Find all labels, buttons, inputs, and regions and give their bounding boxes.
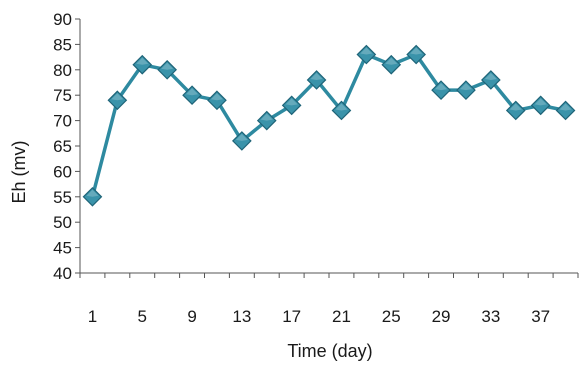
y-axis-label: Eh (mv)	[9, 141, 29, 204]
y-tick-label: 85	[53, 35, 72, 54]
x-tick-label: 29	[432, 307, 451, 326]
y-tick-label: 45	[53, 239, 72, 258]
data-point-marker-highlight	[410, 47, 423, 55]
x-axis-ticks: 1 5 9 13 17 21 25 29 33 37	[79, 273, 579, 326]
y-tick-label: 90	[53, 10, 72, 29]
data-point-marker	[132, 54, 153, 75]
y-tick-label: 80	[53, 61, 72, 80]
data-point-marker-highlight	[86, 189, 99, 197]
data-point-marker	[306, 70, 327, 90]
data-point-marker	[456, 80, 476, 100]
data-point-marker-highlight	[335, 103, 348, 111]
data-point-marker-highlight	[161, 62, 174, 70]
data-point-marker-highlight	[385, 57, 398, 65]
data-point-marker	[505, 100, 526, 121]
data-point-marker-highlight	[435, 83, 448, 91]
x-tick-label: 21	[332, 307, 351, 326]
data-point-marker	[381, 54, 402, 75]
x-tick-label: 1	[88, 307, 97, 326]
data-point-marker	[182, 85, 202, 106]
x-tick-label: 17	[282, 307, 301, 326]
y-axis-ticks: 40 45 50 55 60 65 70 75 80 85 90	[53, 10, 80, 283]
data-point-marker	[356, 44, 377, 65]
data-point-marker	[555, 100, 576, 121]
x-tick-label: 33	[481, 307, 500, 326]
x-tick-label: 9	[187, 307, 196, 326]
data-point-marker	[281, 95, 302, 116]
y-tick-label: 50	[53, 213, 72, 232]
data-point-marker-highlight	[285, 98, 298, 106]
y-tick-label: 40	[53, 264, 72, 283]
data-point-marker-highlight	[111, 93, 124, 101]
data-point-marker-highlight	[360, 47, 373, 55]
data-point-marker	[431, 80, 451, 100]
data-point-marker-highlight	[310, 72, 323, 80]
x-tick-label: 37	[531, 307, 550, 326]
data-point-marker	[157, 59, 177, 80]
data-point-marker	[406, 44, 426, 65]
data-point-marker	[530, 95, 551, 116]
y-tick-label: 75	[53, 86, 72, 105]
data-point-marker	[107, 90, 128, 111]
data-point-marker	[207, 90, 227, 111]
data-markers	[82, 44, 576, 207]
data-point-marker-highlight	[186, 88, 199, 96]
y-tick-label: 65	[53, 137, 72, 156]
data-point-marker-highlight	[459, 83, 472, 91]
data-point-marker	[82, 186, 103, 207]
data-point-marker-highlight	[509, 103, 522, 111]
x-axis-label: Time (day)	[287, 341, 372, 361]
data-point-marker-highlight	[534, 98, 547, 106]
data-point-marker	[232, 131, 252, 151]
data-point-marker-highlight	[484, 72, 497, 80]
data-point-marker-highlight	[235, 133, 248, 141]
data-point-marker-highlight	[210, 93, 223, 101]
data-point-marker-highlight	[260, 113, 273, 121]
y-tick-label: 70	[53, 112, 72, 131]
data-point-marker-highlight	[136, 57, 149, 65]
y-tick-label: 55	[53, 188, 72, 207]
data-point-marker	[331, 100, 352, 121]
y-tick-label: 60	[53, 162, 72, 181]
data-point-marker	[256, 110, 277, 131]
data-point-marker-highlight	[559, 103, 572, 111]
data-point-marker	[481, 70, 501, 90]
x-tick-label: 5	[138, 307, 147, 326]
x-tick-label: 13	[232, 307, 251, 326]
x-tick-label: 25	[382, 307, 401, 326]
